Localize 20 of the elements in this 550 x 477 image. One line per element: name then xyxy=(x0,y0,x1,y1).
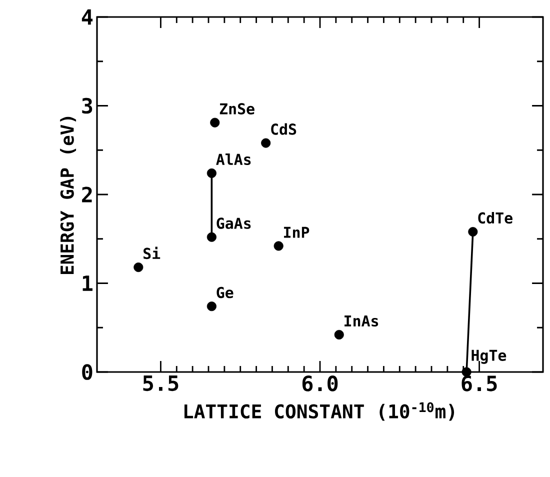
annotation: CdTe xyxy=(478,212,512,224)
x-tick-label: 5.5 xyxy=(143,376,178,392)
y-tick-label: 0 xyxy=(82,364,92,380)
annotation: ZnSe xyxy=(220,103,254,114)
annotation: Si xyxy=(144,246,160,260)
annotation: Ge xyxy=(216,286,234,298)
annotation: AlAs xyxy=(216,153,251,166)
x-tick-label: 6.5 xyxy=(462,376,497,392)
annotation: InP xyxy=(284,226,310,238)
y-axis-title: ENERGY GAP (eV) xyxy=(60,116,76,274)
y-tick-label: 1 xyxy=(82,276,92,291)
annotation: HgTe xyxy=(472,350,506,364)
x-tick-label: 6.0 xyxy=(302,376,338,392)
y-tick-label: 4 xyxy=(82,9,93,25)
annotation: InAs xyxy=(344,315,378,327)
x-axis-title: LATTICE CONSTANT (10$^{-10}$m) xyxy=(184,402,454,421)
y-tick-label: 3 xyxy=(82,98,92,114)
annotation: GaAs xyxy=(216,218,251,229)
y-tick-label: 2 xyxy=(82,186,92,202)
annotation: CdS xyxy=(271,123,296,135)
